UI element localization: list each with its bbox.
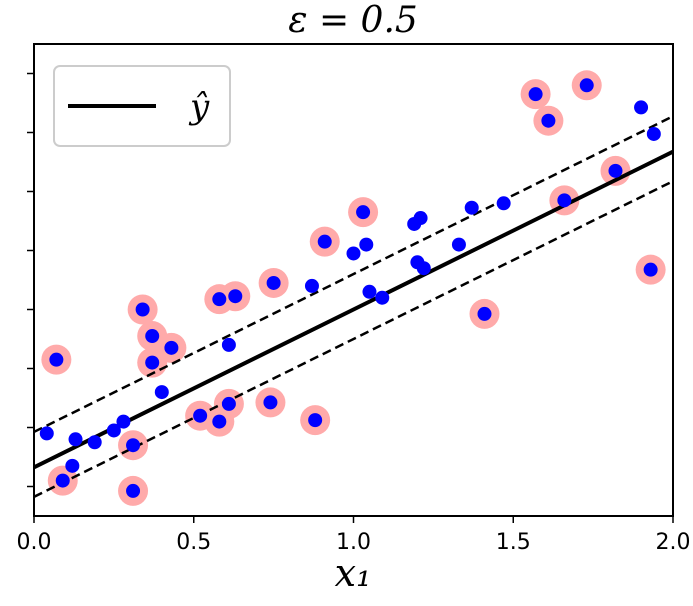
data-point bbox=[164, 340, 179, 355]
x-tick-label: 0.0 bbox=[17, 530, 52, 555]
data-point bbox=[308, 413, 323, 428]
data-point bbox=[87, 435, 102, 450]
data-point bbox=[359, 237, 374, 252]
data-point bbox=[49, 352, 64, 367]
data-point bbox=[375, 290, 390, 305]
data-point bbox=[212, 292, 227, 307]
data-point bbox=[451, 237, 466, 252]
data-point bbox=[579, 78, 594, 93]
data-point bbox=[106, 423, 121, 438]
data-point bbox=[212, 414, 227, 429]
x-tick-label: 0.5 bbox=[176, 530, 211, 555]
data-point bbox=[145, 355, 160, 370]
data-point bbox=[55, 473, 70, 488]
data-point bbox=[356, 205, 371, 220]
data-point bbox=[317, 234, 332, 249]
data-point bbox=[557, 193, 572, 208]
data-point bbox=[643, 262, 658, 277]
data-point bbox=[304, 278, 319, 293]
data-point bbox=[221, 337, 236, 352]
data-point bbox=[145, 329, 160, 344]
margin-lower-line bbox=[34, 180, 673, 498]
data-point bbox=[477, 306, 492, 321]
legend: ŷ bbox=[53, 65, 231, 147]
x-tick-label: 1.5 bbox=[496, 530, 531, 555]
data-point bbox=[266, 275, 281, 290]
data-point bbox=[154, 385, 169, 400]
data-point bbox=[193, 408, 208, 423]
data-point bbox=[116, 414, 131, 429]
chart-title: ε = 0.5 bbox=[288, 0, 418, 41]
data-point bbox=[416, 261, 431, 276]
data-point bbox=[528, 87, 543, 102]
data-point bbox=[65, 458, 80, 473]
x-axis-label: x₁ bbox=[335, 551, 372, 595]
data-point bbox=[68, 432, 83, 447]
margin-upper-line bbox=[34, 115, 673, 434]
data-point bbox=[608, 163, 623, 178]
data-point bbox=[634, 100, 649, 115]
data-point bbox=[496, 196, 511, 211]
data-point bbox=[541, 113, 556, 128]
data-point bbox=[39, 426, 54, 441]
legend-label-y-hat: ŷ bbox=[188, 87, 210, 127]
data-point bbox=[346, 246, 361, 261]
data-point bbox=[228, 289, 243, 304]
data-point bbox=[126, 438, 141, 453]
data-point bbox=[263, 395, 278, 410]
x-tick-label: 1.0 bbox=[336, 530, 371, 555]
data-point bbox=[646, 126, 661, 141]
axes: 0.0 0.5 1.0 1.5 2.0 bbox=[17, 72, 691, 555]
data-point bbox=[413, 211, 428, 226]
plot-area bbox=[34, 70, 673, 506]
data-point bbox=[464, 200, 479, 215]
data-point bbox=[221, 396, 236, 411]
data-point bbox=[135, 302, 150, 317]
data-point bbox=[362, 284, 377, 299]
x-tick-label: 2.0 bbox=[656, 530, 691, 555]
data-point bbox=[126, 483, 141, 498]
